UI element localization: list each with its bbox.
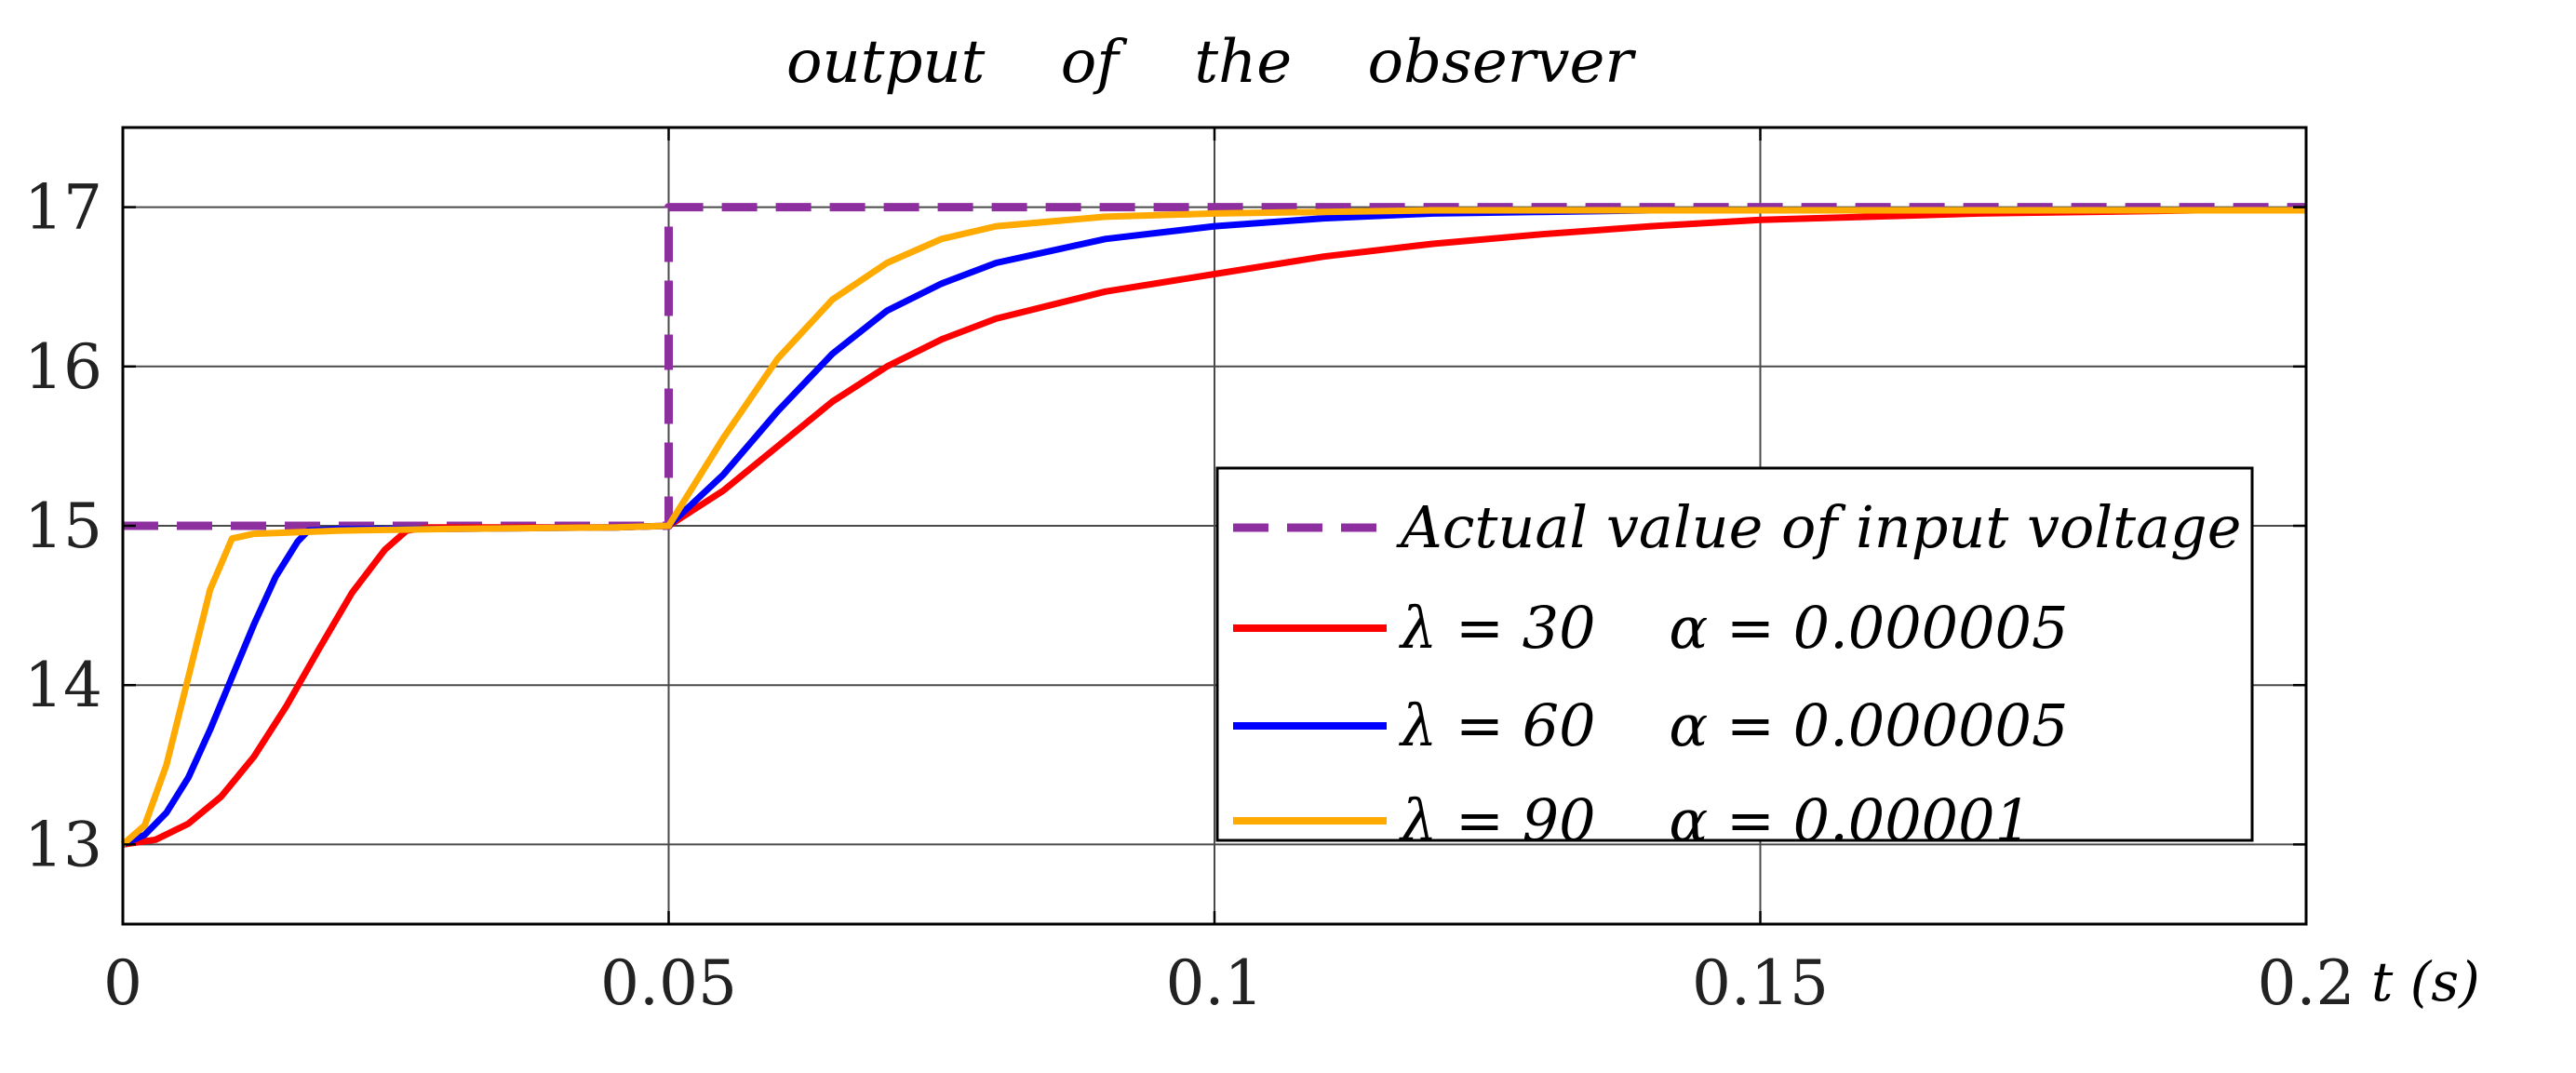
chart-title: output of the observer [786, 28, 1636, 97]
tick-group: 0 0.05 0.1 0.15 0.2 13 14 15 16 17 [24, 127, 2355, 1019]
x-tick-label: 0.2 [2258, 947, 2355, 1019]
y-tick-label: 14 [24, 650, 102, 721]
x-axis-label: t (s) [2371, 950, 2480, 1013]
x-tick-label: 0.05 [600, 947, 737, 1019]
y-tick-label: 16 [24, 331, 102, 403]
x-tick-label: 0.1 [1166, 947, 1264, 1019]
legend: Actual value of input voltage λ = 30 α =… [1215, 466, 2254, 854]
y-tick-label: 15 [24, 490, 102, 562]
legend-label-actual: Actual value of input voltage [1396, 493, 2241, 561]
x-tick-label: 0 [103, 947, 142, 1019]
legend-label-l60: λ = 60 α = 0.000005 [1398, 691, 2068, 759]
y-tick-label: 13 [24, 809, 102, 880]
series-line-3 [120, 207, 2306, 848]
series-line-1 [122, 207, 2306, 848]
series-group [120, 203, 2306, 848]
y-tick-label: 17 [24, 172, 102, 244]
legend-label-l30: λ = 30 α = 0.000005 [1398, 594, 2068, 662]
x-tick-label: 0.15 [1692, 947, 1829, 1019]
legend-box [1215, 466, 2254, 842]
legend-label-l90: λ = 90 α = 0.00001 [1398, 786, 2032, 854]
